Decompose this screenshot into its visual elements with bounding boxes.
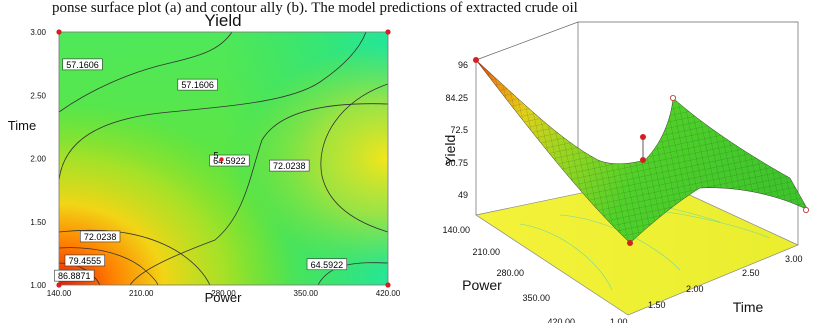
power-tick-label: 210.00	[472, 247, 500, 257]
design-point	[385, 282, 391, 288]
figure-caption: ponse surface plot (a) and contour ally …	[52, 0, 578, 16]
design-point	[56, 29, 62, 35]
x-tick-label: 210.00	[129, 289, 154, 298]
contour-label-text: 79.4555	[69, 256, 102, 266]
point-140-3	[627, 240, 633, 246]
y-tick-label: 1.50	[30, 218, 46, 227]
contour-label-text: 57.1606	[181, 80, 214, 90]
contour-label-text: 57.1606	[66, 60, 99, 70]
x-tick-labels: 140.00 210.00 280.00 350.00 420.00	[47, 289, 401, 298]
contour-label: 57.1606	[62, 58, 103, 71]
power-tick-label: 280.00	[496, 268, 524, 278]
time-tick-label: 2.50	[742, 268, 760, 278]
power-tick-label: 140.00	[442, 225, 470, 235]
time-tick-label: 3.00	[785, 254, 803, 264]
contour-frame	[58, 31, 389, 286]
contour-label: 64.5922	[209, 154, 250, 167]
z-tick-label: 60.75	[445, 158, 468, 168]
z-tick-label: 84.25	[445, 93, 468, 103]
surface-mesh	[476, 60, 808, 243]
contour-labels: 57.1606 57.1606 64.5922 72.0238 72.0238 79.45…	[54, 58, 348, 282]
design-point	[56, 282, 62, 288]
y-tick-label: 1.00	[30, 281, 46, 290]
contour-label: 64.5922	[306, 258, 348, 271]
z-tick-label: 49	[458, 190, 468, 200]
surface-plot: 96 84.25 72.5 60.75 49 Yield 140.00 210.00 280…	[442, 21, 810, 323]
contour-line-87	[59, 262, 101, 285]
contour-label-text: 64.5922	[213, 156, 246, 166]
contour-label-text: 72.0238	[273, 161, 306, 171]
y-axis-label: Time	[8, 118, 36, 133]
y-tick-label: 2.50	[30, 91, 46, 100]
z-tick-label: 72.5	[450, 125, 468, 135]
box-back-wall	[475, 21, 799, 178]
center-point-marker: 5	[214, 151, 224, 162]
contour-line-64-upper	[129, 103, 388, 285]
contour-line-72-lower	[59, 229, 211, 285]
y-tick-labels: 1.00 1.50 2.00 2.50 3.00	[30, 28, 46, 290]
x-tick-label: 280.00	[211, 289, 236, 298]
point-420-1	[670, 95, 677, 102]
x-tick-label: 140.00	[47, 289, 72, 298]
x-tick-label: 350.00	[294, 289, 319, 298]
design-point	[385, 29, 391, 35]
contour-plot: Yield 57.1606 57.1606 64.5922 72.0238 72.023…	[8, 11, 401, 305]
contour-label-text: 64.5922	[311, 260, 344, 270]
z-axis-label: Yield	[442, 135, 458, 166]
center-marker-count: 5	[214, 151, 219, 161]
contour-label: 72.0238	[269, 159, 310, 172]
z-tick-label: 96	[458, 60, 468, 70]
contour-label-text: 72.0238	[84, 232, 117, 242]
point-center-high	[640, 134, 646, 140]
contour-label: 72.0238	[79, 230, 121, 243]
time-tick-label: 1.50	[648, 300, 666, 310]
time-axis-label: Time	[733, 299, 764, 315]
z-tick-labels: 96 84.25 72.5 60.75 49	[445, 60, 468, 200]
power-tick-label: 420.00	[547, 317, 575, 323]
point-420-3	[803, 206, 810, 213]
point-140-1	[473, 57, 479, 63]
contour-line-79	[59, 247, 159, 285]
contour-label: 57.1606	[177, 78, 218, 91]
power-tick-label: 350.00	[522, 293, 550, 303]
power-axis-label: Power	[462, 277, 502, 293]
center-marker-dot	[219, 157, 224, 162]
y-tick-label: 3.00	[30, 28, 46, 37]
contour-line-57-mid	[59, 32, 367, 181]
time-tick-labels: 1.00 1.50 2.00 2.50 3.00	[610, 254, 803, 323]
x-tick-label: 420.00	[376, 289, 401, 298]
contour-line-57-left	[59, 32, 233, 113]
point-center	[640, 157, 646, 163]
y-tick-label: 2.00	[30, 155, 46, 164]
surface-design-points	[473, 57, 810, 246]
contour-label: 79.4555	[64, 254, 106, 267]
x-axis-label: Power	[205, 290, 243, 305]
contour-label-text: 86.8871	[58, 271, 91, 281]
contour-line-72-right	[320, 83, 388, 233]
contour-title: Yield	[204, 11, 241, 30]
time-tick-label: 1.00	[610, 317, 628, 323]
power-tick-labels: 140.00 210.00 280.00 350.00 420.00	[442, 225, 575, 323]
contour-label: 86.8871	[54, 269, 95, 282]
design-points	[56, 29, 391, 288]
time-tick-label: 2.00	[686, 284, 704, 294]
